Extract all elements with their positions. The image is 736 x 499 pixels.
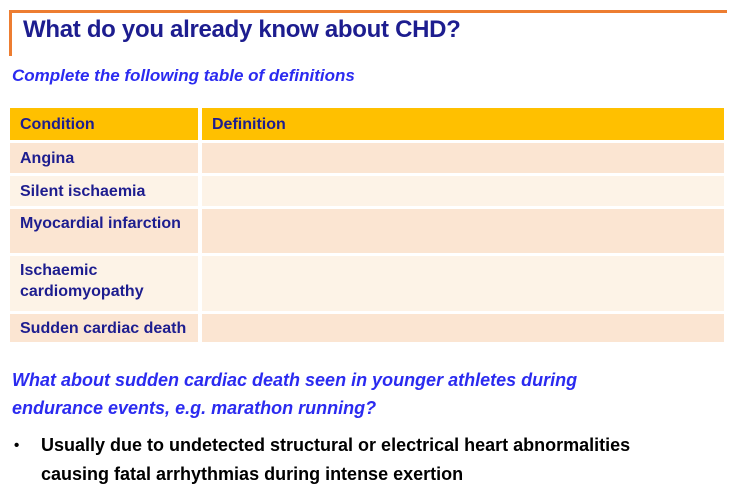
- bullet-marker: •: [14, 437, 20, 454]
- accent-line-left: [9, 10, 12, 56]
- condition-cell: Ischaemic cardiomyopathy: [10, 256, 198, 311]
- question-text: What about sudden cardiac death seen in …: [12, 370, 578, 418]
- definition-cell: [202, 176, 724, 206]
- accent-line-top: [9, 10, 727, 13]
- definition-cell: [202, 256, 724, 311]
- condition-cell: Myocardial infarction: [10, 209, 198, 253]
- definitions-table: Condition Definition Angina Silent ischa…: [10, 108, 724, 342]
- bullet-item: • Usually due to undetected structural o…: [14, 431, 720, 489]
- column-header-definition: Definition: [202, 108, 724, 140]
- page-title: What do you already know about CHD?: [23, 16, 461, 43]
- condition-cell: Angina: [10, 143, 198, 173]
- definition-cell: [202, 143, 724, 173]
- condition-cell: Sudden cardiac death: [10, 314, 198, 342]
- definition-cell: [202, 314, 724, 342]
- condition-cell: Silent ischaemia: [10, 176, 198, 206]
- bullet-text: Usually due to undetected structural or …: [41, 435, 631, 484]
- column-header-condition: Condition: [10, 108, 198, 140]
- definition-cell: [202, 209, 724, 253]
- instruction-text: Complete the following table of definiti…: [12, 66, 355, 85]
